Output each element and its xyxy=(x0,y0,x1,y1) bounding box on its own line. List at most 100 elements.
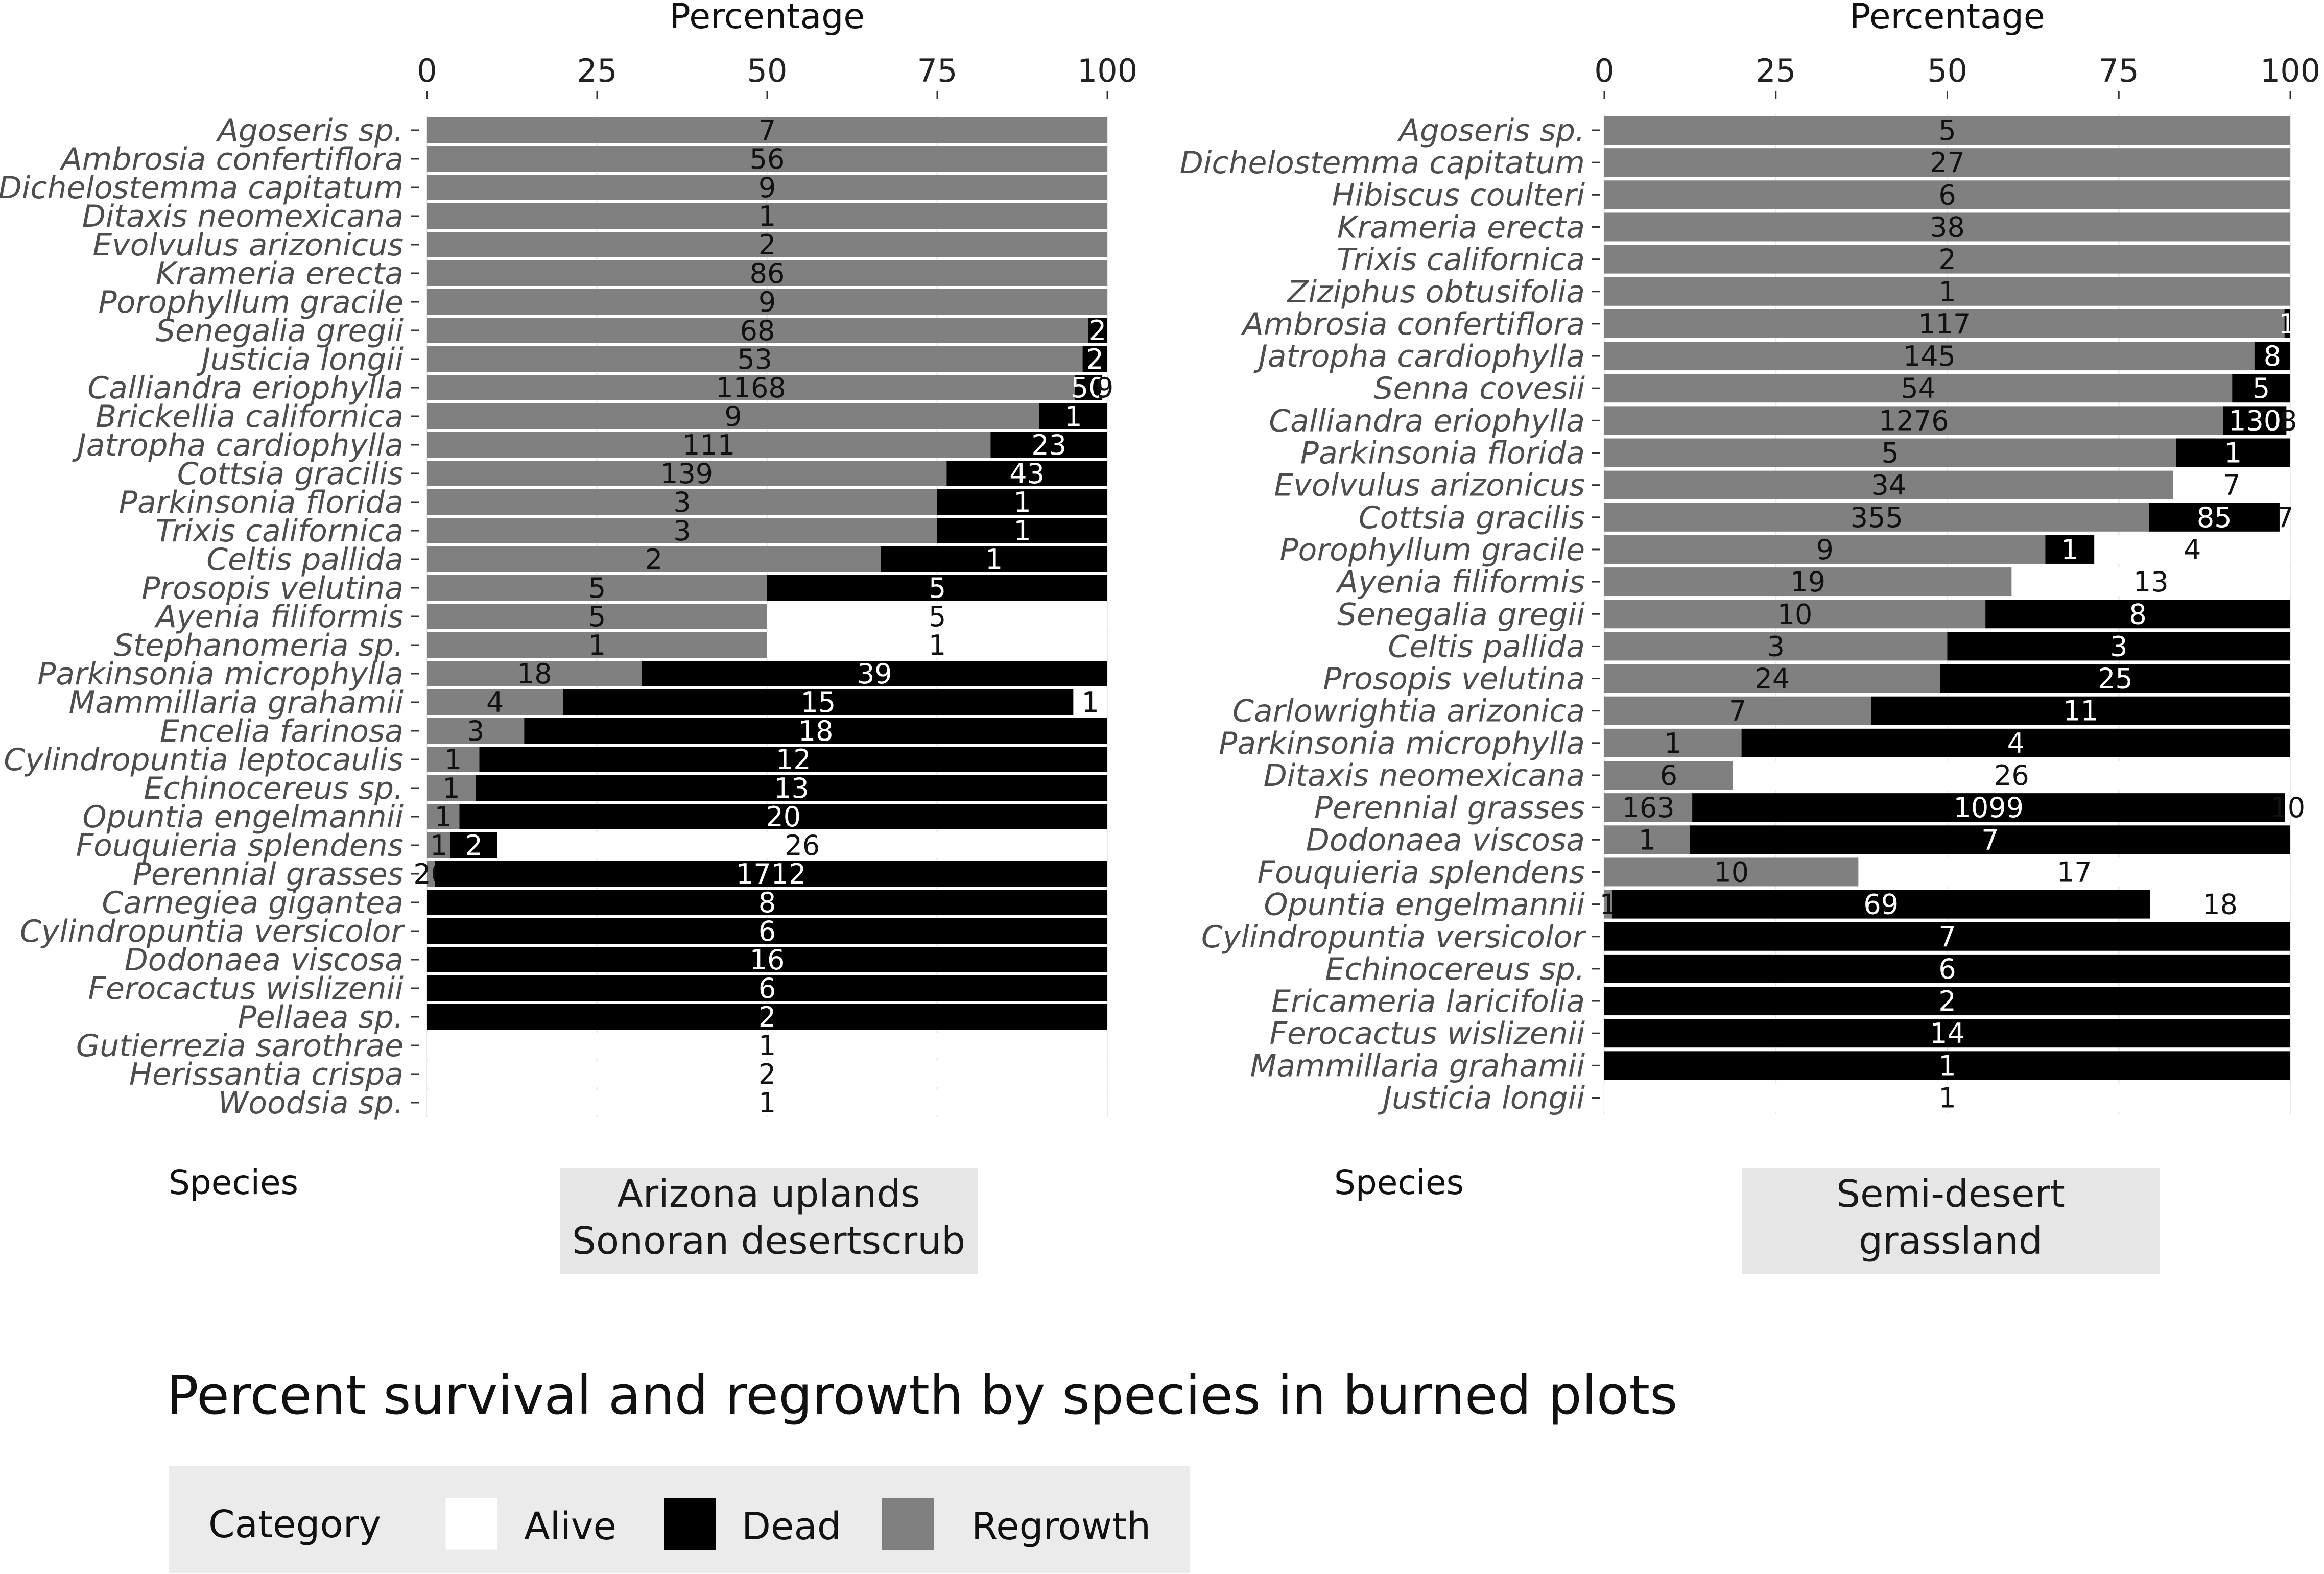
bar-segment-regrowth xyxy=(1604,503,2149,532)
bar-row-porophyllum-gracile: Porophyllum gracile 9 xyxy=(98,284,1107,320)
species-label: Ericameria laricifolia xyxy=(1271,984,1585,1019)
bar-row-parkinsonia-microphylla: Parkinsonia microphylla 18 39 xyxy=(37,656,1107,692)
species-label: Fouquieria splendens xyxy=(76,828,404,864)
bar-segment-regrowth xyxy=(427,203,1107,229)
bar-row-fouquieria-splendens: Fouquieria splendens 10 17 xyxy=(1258,854,2290,890)
species-label: Opuntia engelmannii xyxy=(82,799,404,835)
bar-value-label-regrowth: 19 xyxy=(1790,566,1825,598)
bar-value-label-alive: 18 xyxy=(2202,889,2238,921)
bar-segment-regrowth xyxy=(427,432,991,458)
bar-segment-regrowth xyxy=(1604,406,2223,435)
bar-value-label-dead: 8 xyxy=(2129,598,2146,630)
species-label: Parkinsonia florida xyxy=(1300,436,1585,471)
species-label: Cottsia gracilis xyxy=(177,456,404,492)
bar-row-cottsia-gracilis: Cottsia gracilis 355 85 7 xyxy=(1359,500,2294,536)
bar-segment-dead xyxy=(2149,503,2280,532)
bar-segment-alive xyxy=(767,604,1107,629)
bar-segment-alive xyxy=(2094,535,2290,564)
bar-segment-regrowth xyxy=(1604,342,2255,371)
bar-segment-alive xyxy=(767,632,1107,658)
bar-row-parkinsonia-florida: Parkinsonia florida 3 1 xyxy=(119,485,1107,520)
bar-row-pellaea-sp: Pellaea sp. 2 xyxy=(238,999,1107,1035)
bar-value-label-regrowth: 38 xyxy=(1930,211,1965,243)
bar-value-label-alive: 1 xyxy=(929,629,946,661)
bar-value-label-dead: 25 xyxy=(2098,663,2133,695)
species-label: Dodonaea viscosa xyxy=(1306,822,1585,858)
bar-value-label-alive: 1 xyxy=(1938,1082,1956,1114)
bar-row-perennial-grasses: Perennial grasses 163 1099 10 xyxy=(1314,790,2305,826)
bar-value-label-dead: 6 xyxy=(1938,953,1956,985)
bar-segment-dead xyxy=(459,804,1107,829)
bar-value-label-dead: 7 xyxy=(1981,824,1999,856)
bar-segment-regrowth xyxy=(1604,600,1986,629)
bar-segment-alive xyxy=(2173,470,2290,499)
bar-row-fouquieria-splendens: Fouquieria splendens 1 2 26 xyxy=(76,828,1107,864)
bar-value-label-dead: 14 xyxy=(1930,1017,1965,1050)
bar-value-label-regrowth: 145 xyxy=(1903,340,1956,372)
bar-value-label-dead: 2 xyxy=(465,829,483,862)
bar-segment-regrowth xyxy=(1604,825,1690,854)
bar-segment-dead xyxy=(479,747,1107,772)
bar-segment-alive xyxy=(2285,793,2290,822)
bar-row-echinocereus-sp: Echinocereus sp. 1 13 xyxy=(144,771,1108,806)
bar-value-label-regrowth: 7 xyxy=(758,114,776,147)
bar-segment-dead xyxy=(1985,600,2290,629)
bar-value-label-regrowth: 1276 xyxy=(1879,404,1949,437)
bar-row-dodonaea-viscosa: Dodonaea viscosa 16 xyxy=(125,942,1107,978)
species-label: Jatropha cardiophylla xyxy=(1253,339,1585,374)
bar-segment-regrowth xyxy=(1604,696,1871,725)
bar-value-label-dead: 3 xyxy=(2110,630,2127,662)
bar-segment-dead xyxy=(642,661,1107,686)
bar-value-label-regrowth: 6 xyxy=(1938,179,1956,211)
bar-segment-dead xyxy=(427,890,1107,915)
bar-row-agoseris-sp: Agoseris sp. 7 xyxy=(216,113,1107,149)
bar-segment-regrowth xyxy=(1604,116,2290,145)
bar-value-label-alive: 5 xyxy=(929,601,946,633)
bar-value-label-dead: 1 xyxy=(1064,400,1082,433)
bar-segment-dead xyxy=(476,775,1108,801)
legend-title: Category xyxy=(208,1503,381,1546)
species-label: Porophyllum gracile xyxy=(98,284,404,320)
bar-value-label-regrowth: 5 xyxy=(588,601,606,633)
species-label: Ayenia filiformis xyxy=(154,599,404,635)
bar-row-encelia-farinosa: Encelia farinosa 3 18 xyxy=(160,713,1107,749)
bar-row-cylindropuntia-versicolor: Cylindropuntia versicolor 7 xyxy=(1201,919,2290,955)
bar-segment-regrowth xyxy=(427,375,1075,400)
bar-segment-regrowth xyxy=(427,861,435,887)
bar-value-label-dead: 1 xyxy=(1013,515,1031,547)
bar-value-label-dead: 130 xyxy=(2228,404,2281,437)
bar-value-label-regrowth: 2 xyxy=(1938,244,1956,276)
bar-segment-dead xyxy=(1692,793,2285,822)
bar-value-label-dead: 6 xyxy=(758,972,776,1005)
species-label: Calliandra eriophylla xyxy=(1269,403,1585,439)
bar-row-mammillaria-grahamii: Mammillaria grahamii 1 xyxy=(1250,1048,2290,1084)
bar-segment-regrowth xyxy=(427,318,1088,343)
x-tick-label: 25 xyxy=(577,52,618,89)
bar-value-label-alive: 4 xyxy=(2184,534,2201,566)
bar-row-prosopis-velutina: Prosopis velutina 5 5 xyxy=(141,570,1107,606)
bar-value-label-regrowth: 10 xyxy=(1714,856,1749,888)
bar-row-cylindropuntia-versicolor: Cylindropuntia versicolor 6 xyxy=(20,914,1107,949)
bar-segment-regrowth xyxy=(1604,567,2012,597)
legend-key-alive xyxy=(445,1497,498,1551)
x-tick-label: 75 xyxy=(2099,52,2139,89)
bar-value-label-alive: 8 xyxy=(2280,404,2297,437)
species-label: Mammillaria grahamii xyxy=(1250,1048,1585,1084)
legend-label-regrowth: Regrowth xyxy=(971,1505,1151,1548)
species-label: Opuntia engelmannii xyxy=(1264,887,1585,923)
bar-row-ayenia-filiformis: Ayenia filiformis 19 13 xyxy=(1335,564,2290,600)
bar-value-label-dead: 8 xyxy=(2264,340,2281,372)
species-label: Prosopis velutina xyxy=(141,570,404,606)
bar-row-agoseris-sp: Agoseris sp. 5 xyxy=(1397,113,2290,149)
bar-value-label-regrowth: 117 xyxy=(1918,308,1971,340)
species-label: Dichelostemma capitatum xyxy=(0,170,404,206)
bar-segment-dead xyxy=(2284,309,2290,338)
bar-segment-dead xyxy=(435,861,1107,887)
bar-value-label-dead: 39 xyxy=(857,658,892,690)
bar-row-cylindropuntia-leptocaulis: Cylindropuntia leptocaulis 1 12 xyxy=(4,742,1107,778)
bar-value-label-regrowth: 9 xyxy=(758,172,776,204)
facet-strip xyxy=(560,1168,978,1274)
species-label: Parkinsonia microphylla xyxy=(1219,726,1585,761)
species-label: Ambrosia confertiflora xyxy=(59,141,404,177)
